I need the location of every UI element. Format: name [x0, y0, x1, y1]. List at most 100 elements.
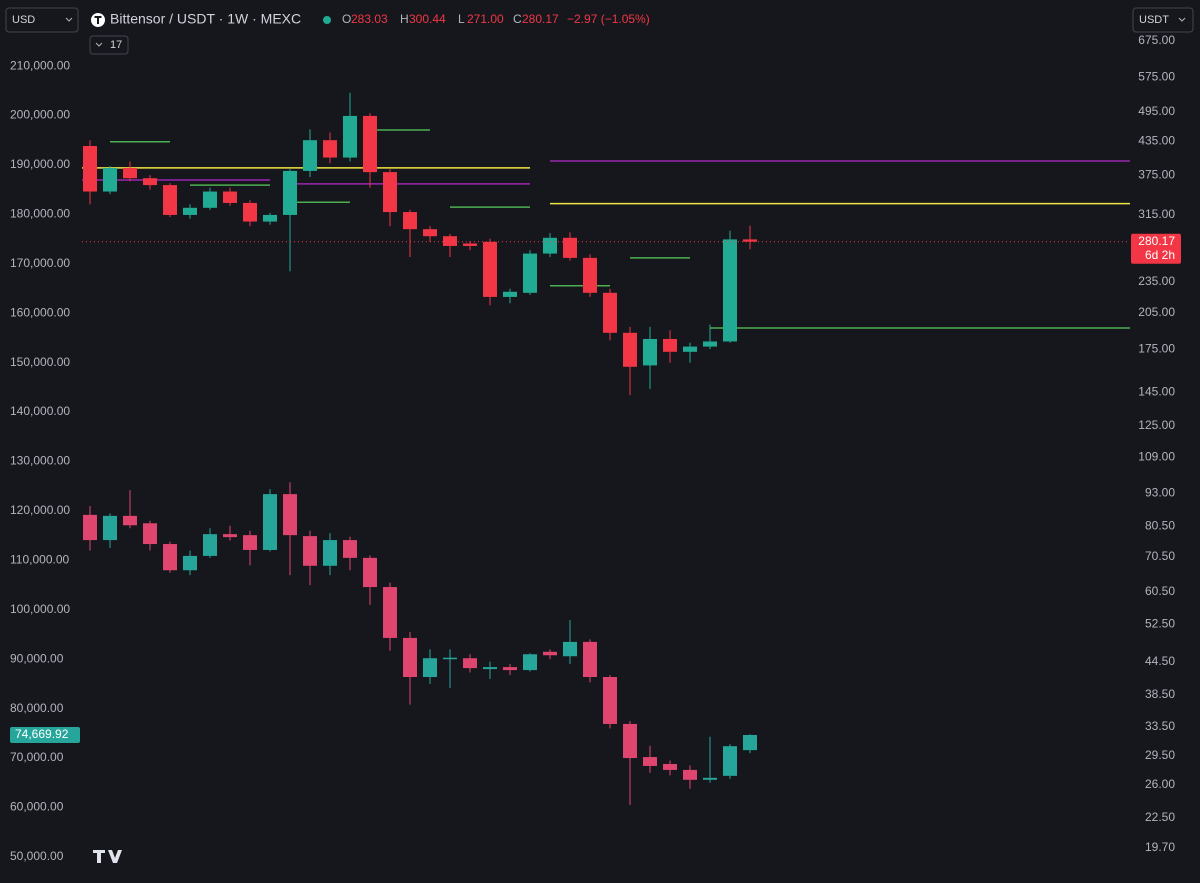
candle-body [343, 115, 357, 158]
y-tick-label: 80,000.00 [10, 701, 64, 715]
candle-body [163, 185, 177, 215]
candle-body [263, 494, 277, 550]
candle-body [623, 332, 637, 367]
candle-body [523, 654, 537, 671]
currency-label: USD [12, 14, 35, 26]
y-tick-label: 110,000.00 [10, 553, 69, 567]
candle-body [683, 769, 697, 780]
candle-body [303, 140, 317, 171]
y2-tick-label: 19.70 [1145, 840, 1175, 854]
y2-tick-label: 235.00 [1138, 274, 1175, 288]
y-tick-label: 50,000.00 [10, 849, 64, 863]
y-tick-label: 170,000.00 [10, 256, 70, 270]
ohlc-key: C [513, 12, 522, 26]
y-tick-label: 190,000.00 [10, 157, 70, 171]
candle-body [563, 641, 577, 657]
candle-body [223, 191, 237, 203]
y2-tick-label: 205.00 [1138, 305, 1175, 319]
candle-body [303, 536, 317, 566]
indicator-toggle[interactable] [89, 35, 129, 55]
last-price-box [1131, 233, 1181, 264]
y2-tick-label: 26.00 [1145, 777, 1175, 791]
countdown-label: 6d 2h [1145, 248, 1175, 262]
candle-body [403, 637, 417, 677]
y-tick-label: 60,000.00 [10, 800, 64, 814]
candle-body [623, 723, 637, 759]
candle-body [403, 212, 417, 230]
y-tick-label: 160,000.00 [10, 305, 70, 319]
y2-tick-label: 435.00 [1138, 133, 1175, 147]
y-tick-label: 140,000.00 [10, 404, 70, 418]
y-tick-label: 120,000.00 [10, 503, 70, 517]
candle-body [203, 534, 217, 556]
candle-body [523, 253, 537, 293]
candle-body [603, 676, 617, 724]
ohlc-key: O [342, 12, 351, 26]
candle-body [363, 557, 377, 588]
candle-body [743, 734, 757, 751]
candle-body [223, 534, 237, 538]
y2-tick-label: 22.50 [1145, 810, 1175, 824]
candle-body [443, 236, 457, 246]
y-tick-label: 180,000.00 [10, 207, 70, 221]
candle-body [283, 170, 297, 215]
candle-body [243, 535, 257, 550]
candle-body [143, 178, 157, 186]
y2-tick-label: 60.50 [1145, 584, 1175, 598]
y2-tick-label: 125.00 [1138, 418, 1175, 432]
candle-body [683, 346, 697, 352]
candle-body [703, 341, 717, 347]
y-tick-label: 100,000.00 [10, 602, 70, 616]
y2-tick-label: 70.50 [1145, 549, 1175, 563]
candle-body [563, 237, 577, 258]
tv-logo[interactable] [93, 850, 122, 863]
candle-body [363, 115, 377, 173]
candle-body [503, 291, 517, 297]
y2-tick-label: 80.50 [1145, 519, 1175, 533]
candle-body [323, 540, 337, 566]
ohlc-value: 283.03 [351, 12, 388, 26]
candle-body [463, 658, 477, 669]
candle-body [543, 651, 557, 656]
candle-body [643, 757, 657, 766]
candle-body [103, 167, 117, 192]
y2-tick-label: 145.00 [1138, 384, 1175, 398]
chevron [95, 42, 103, 47]
candle-body [723, 239, 737, 342]
y-tick-label: 150,000.00 [10, 355, 70, 369]
y2-tick-label: 495.00 [1138, 104, 1175, 118]
y2-tick-label: 29.50 [1145, 748, 1175, 762]
candle-body [643, 338, 657, 366]
y-tick-label: 130,000.00 [10, 454, 70, 468]
status-dot [323, 16, 331, 24]
currency-dropdown[interactable] [5, 7, 79, 33]
change-label: −2.97 (−1.05%) [567, 12, 650, 26]
candle-body [103, 515, 117, 541]
candle-body [603, 292, 617, 333]
candle-body [343, 540, 357, 558]
axes: 210,000.00 200,000.00 190,000.00 180,000.00… [10, 33, 1181, 863]
ohlc-value: 280.17 [522, 12, 559, 26]
quote-dropdown[interactable] [1132, 7, 1194, 33]
candle-body [663, 338, 677, 352]
chevron [65, 17, 73, 22]
y2-tick-label: 44.50 [1145, 654, 1175, 668]
ohlc-value: 271.00 [467, 12, 504, 26]
ohlc-legend: O 283.03 H 300.44 L 271.00 C 280.17 [342, 12, 559, 26]
quote-label: USDT [1139, 14, 1169, 26]
ohlc-key: L [458, 12, 465, 26]
y2-tick-label: 575.00 [1138, 70, 1175, 84]
candle-body [383, 172, 397, 213]
candle-body [323, 140, 337, 158]
candle-body [583, 641, 597, 677]
ohlc-value: 300.44 [409, 12, 446, 26]
y-tick-label: 70,000.00 [10, 750, 64, 764]
candle-body [183, 555, 197, 571]
candle-body [723, 746, 737, 776]
last-price-label: 280.17 [1138, 234, 1175, 248]
candle-body [463, 243, 477, 246]
candle-body [243, 202, 257, 222]
